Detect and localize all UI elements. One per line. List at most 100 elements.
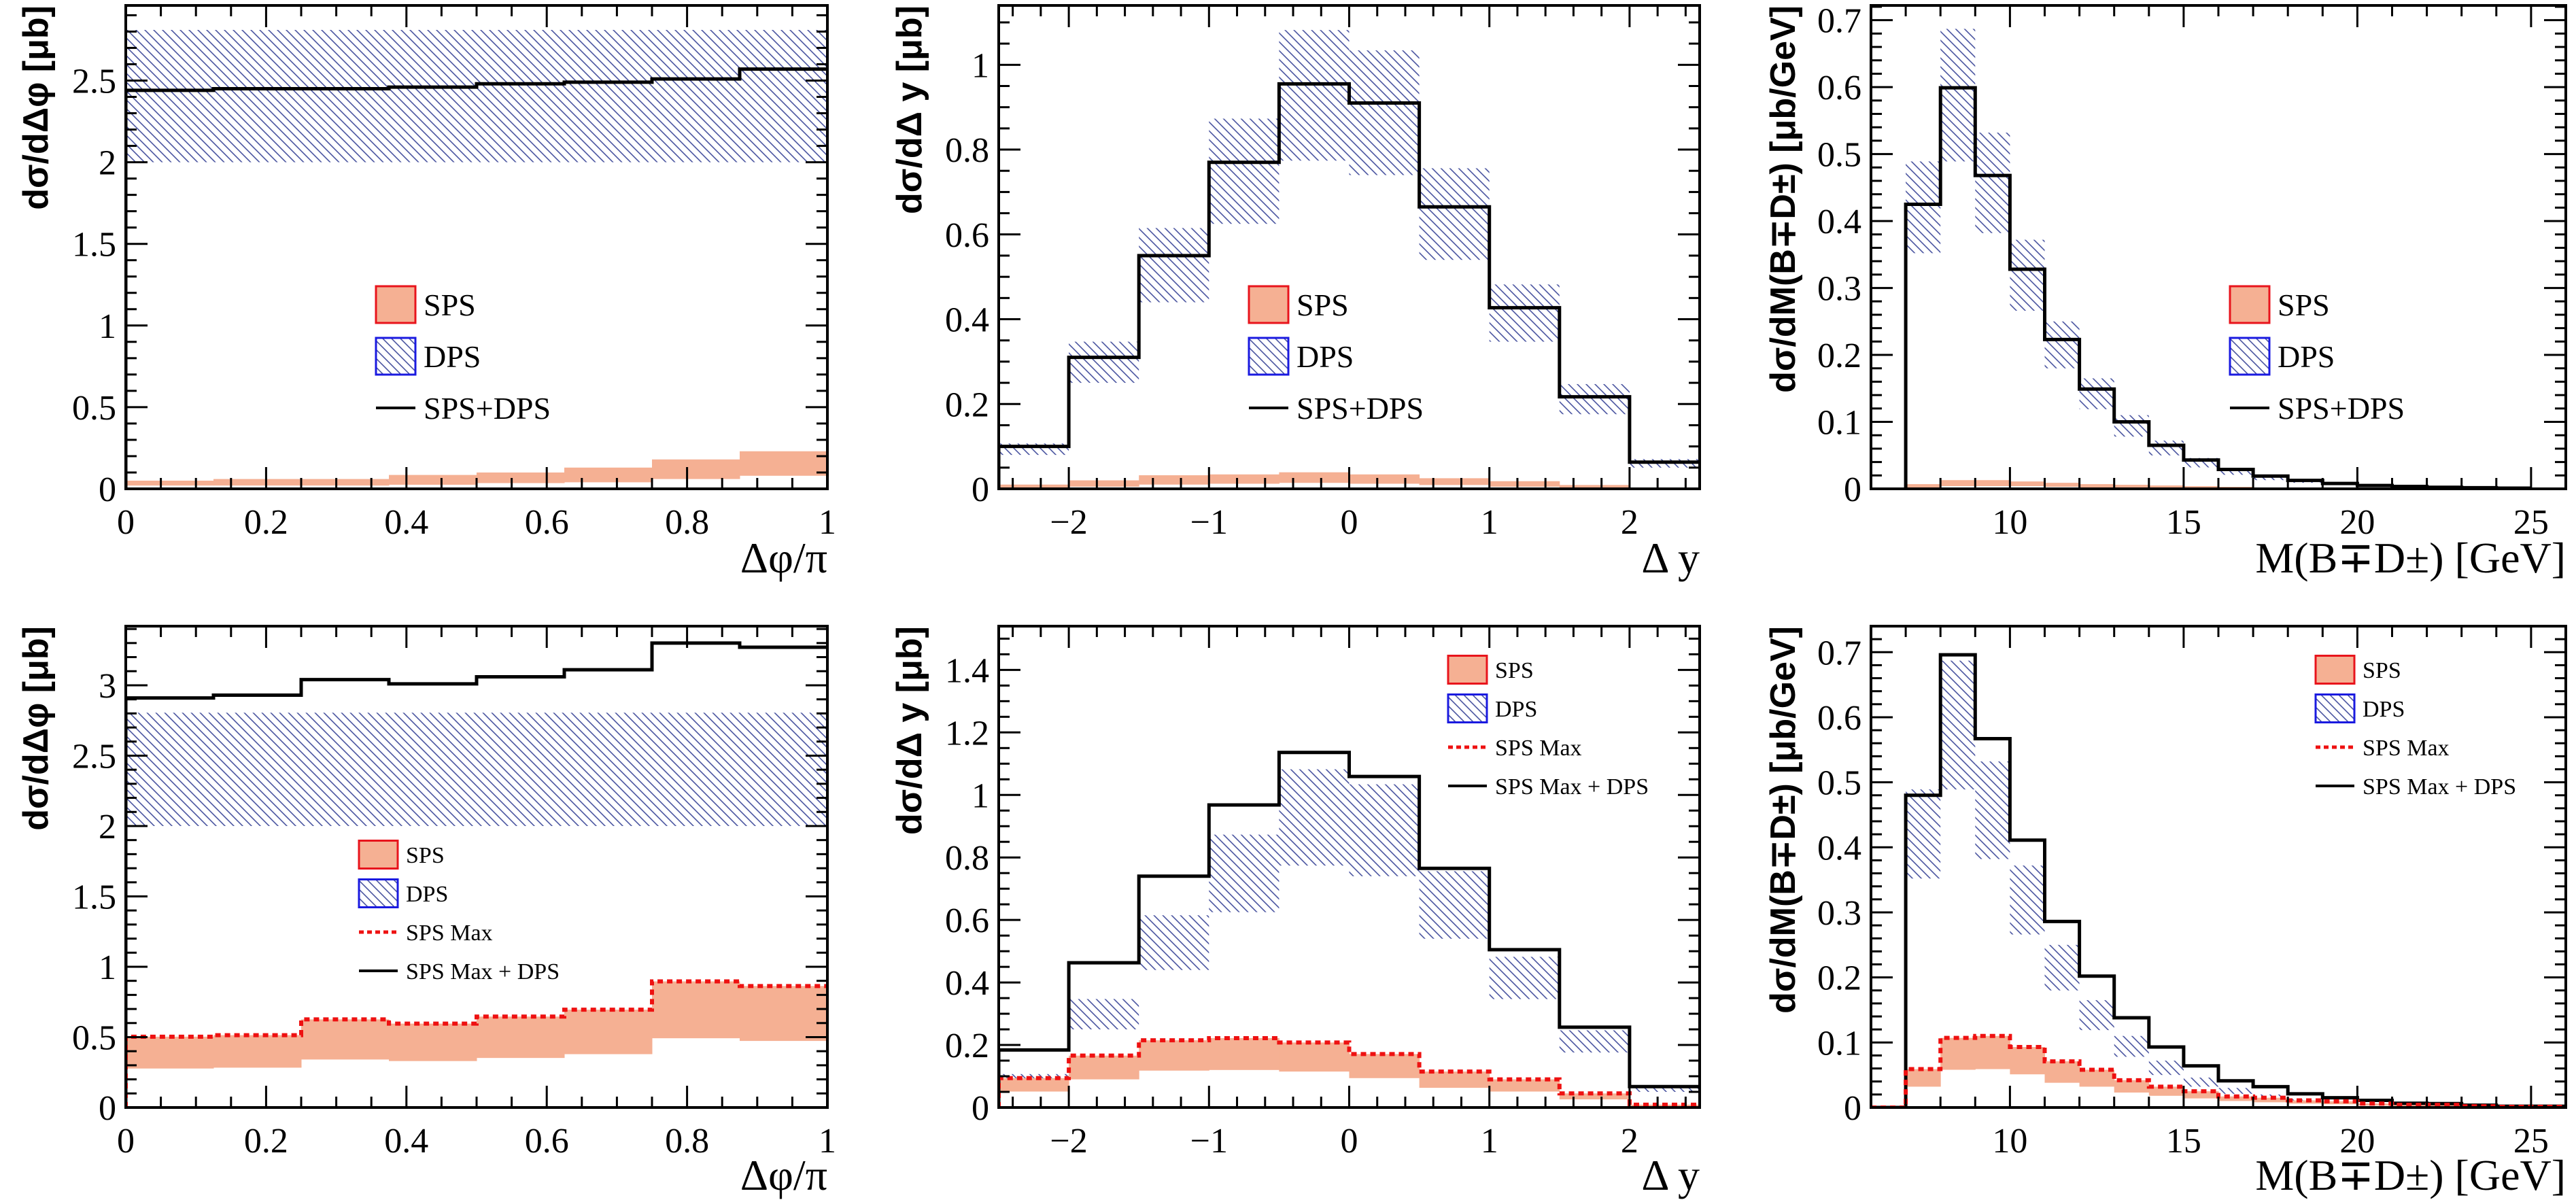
- x-tick-label: 0: [1341, 503, 1358, 542]
- legend-item-sps: SPS: [358, 840, 445, 870]
- panel-5: −2 −1 0 1 2 0 0.2 0.4 0.6 0.8 1 1.2 1.4 Δ y dσ/dΔ y [μ…: [890, 625, 1701, 1199]
- sps-band-bin: [2010, 1047, 2045, 1075]
- legend-label: SPS: [406, 843, 445, 868]
- legend-label: SPS: [424, 288, 476, 322]
- y-tick-label: 0.1: [1817, 1024, 1861, 1063]
- y-tick-label: 0.5: [72, 1018, 116, 1057]
- legend-item-total: SPS+DPS: [2230, 391, 2405, 426]
- y-axis-title: dσ/dΔ y [μb]: [890, 5, 929, 214]
- dps-swatch: [1248, 337, 1290, 376]
- dps-band-bin: [301, 712, 389, 826]
- y-tick-label: 1: [99, 948, 116, 987]
- sps-band-bin: [740, 451, 827, 476]
- sps-band-bin: [1279, 472, 1350, 483]
- dps-band-bin: [2183, 1077, 2218, 1087]
- sps-band-bin: [213, 1035, 302, 1068]
- y-tick-label: 0.5: [1817, 136, 1861, 175]
- sps-band-bin: [1069, 1055, 1139, 1080]
- dps-band-bin: [1349, 784, 1420, 876]
- dps-band-bin: [477, 712, 564, 826]
- y-tick-label: 0.4: [1817, 203, 1861, 241]
- x-tick-label: 0.4: [384, 503, 428, 542]
- y-tick-label: 1.2: [945, 714, 989, 753]
- x-tick-label: 20: [2339, 503, 2375, 542]
- y-tick-label: 0.5: [72, 389, 116, 428]
- total-line: [126, 641, 827, 1107]
- legend-item-total: SPS Max + DPS: [359, 959, 560, 984]
- y-tick-label: 0.5: [1817, 764, 1861, 803]
- sps-band-bin: [2044, 483, 2080, 487]
- sps-band-bin: [2288, 1100, 2323, 1104]
- x-tick-label: 1: [819, 1122, 836, 1161]
- dps-band-bin: [652, 712, 740, 826]
- legend-item-sps-max: SPS Max: [1448, 736, 1582, 761]
- dps-band-bin: [2148, 441, 2184, 456]
- x-tick-label: 0.8: [665, 503, 709, 542]
- y-tick-label: 0: [1844, 1089, 1861, 1128]
- y-tick-label: 1.5: [72, 878, 116, 916]
- dps-band-bin: [1139, 915, 1209, 970]
- legend-label: DPS: [406, 882, 448, 907]
- legend-item-dps: DPS: [375, 337, 481, 376]
- dps-band-bin: [2218, 1088, 2254, 1094]
- y-tick-label: 0.2: [1817, 959, 1861, 998]
- x-tick-label: 10: [1992, 1122, 2027, 1161]
- total-line: [126, 67, 827, 489]
- sps-max-line: [1871, 1033, 2566, 1107]
- x-tick-label: 0.2: [244, 503, 288, 542]
- sps-band-bin: [1419, 478, 1490, 485]
- total-line: [999, 82, 1700, 489]
- y-tick-label: 0.6: [945, 902, 989, 940]
- x-tick-label: −1: [1190, 503, 1228, 542]
- dps-band-bin: [2079, 1000, 2114, 1031]
- y-tick-label: 0: [1844, 470, 1861, 509]
- dps-band-bin: [1629, 1085, 1700, 1093]
- y-tick-label: 0.3: [1817, 894, 1861, 933]
- sps-band-bin: [2183, 486, 2219, 489]
- sps-band-bin: [2148, 485, 2184, 489]
- x-axis-title: Δφ/π: [740, 1151, 827, 1199]
- y-tick-label: 0.6: [945, 216, 989, 255]
- panel-1: 0 0.2 0.4 0.6 0.8 1 0 0.5 1 1.5 2 2.5 Δφ/π dσ/dΔφ [μb…: [16, 4, 836, 582]
- x-tick-label: 0: [1341, 1122, 1358, 1161]
- dps-band-bin: [1139, 228, 1209, 303]
- legend-label: SPS Max + DPS: [2363, 774, 2516, 800]
- y-tick-label: 0.8: [945, 131, 989, 170]
- plot-area: [1904, 29, 2531, 489]
- sps-swatch: [358, 840, 399, 870]
- sps-band-bin: [2183, 1091, 2219, 1099]
- legend-label: SPS Max: [406, 921, 493, 946]
- x-tick-label: 10: [1992, 503, 2027, 542]
- legend-label: SPS+DPS: [2278, 391, 2405, 426]
- x-axis-title: Δ y: [1641, 534, 1700, 582]
- dps-band-bin: [389, 30, 477, 162]
- dps-band-bin: [1209, 834, 1280, 912]
- legend: SPS DPS SPS+DPS: [375, 285, 551, 426]
- dps-band-bin: [2010, 239, 2045, 311]
- x-tick-label: 0.4: [384, 1122, 428, 1161]
- dps-band-bin: [740, 30, 827, 162]
- x-axis-title: Δ y: [1641, 1151, 1700, 1199]
- y-tick-label: 0: [972, 1089, 989, 1128]
- legend-label: DPS: [424, 339, 481, 374]
- x-tick-label: 15: [2166, 503, 2201, 542]
- dps-band-bin: [301, 30, 389, 162]
- dps-swatch: [2314, 693, 2356, 723]
- sps-band-bin: [477, 472, 565, 483]
- x-tick-label: −2: [1050, 503, 1087, 542]
- y-tick-label: 0.4: [1817, 829, 1861, 868]
- dps-band-bin: [389, 712, 477, 826]
- sps-band-bin: [2079, 1069, 2115, 1087]
- y-tick-label: 0.4: [945, 301, 989, 340]
- y-tick-label: 0.6: [1817, 699, 1861, 738]
- dps-band-bin: [1209, 118, 1280, 224]
- sps-band-bin: [2010, 481, 2045, 487]
- sps-band-bin: [213, 479, 302, 486]
- legend: SPS DPS SPS Max SPS Max + DPS: [1447, 655, 1649, 800]
- sps-swatch: [2229, 285, 2271, 324]
- x-tick-label: 15: [2166, 1122, 2201, 1161]
- sps-band-bin: [1975, 1035, 2010, 1069]
- y-tick-label: 1: [972, 776, 989, 815]
- dps-band-bin: [1906, 789, 1941, 879]
- legend-item-sps: SPS: [2314, 655, 2401, 685]
